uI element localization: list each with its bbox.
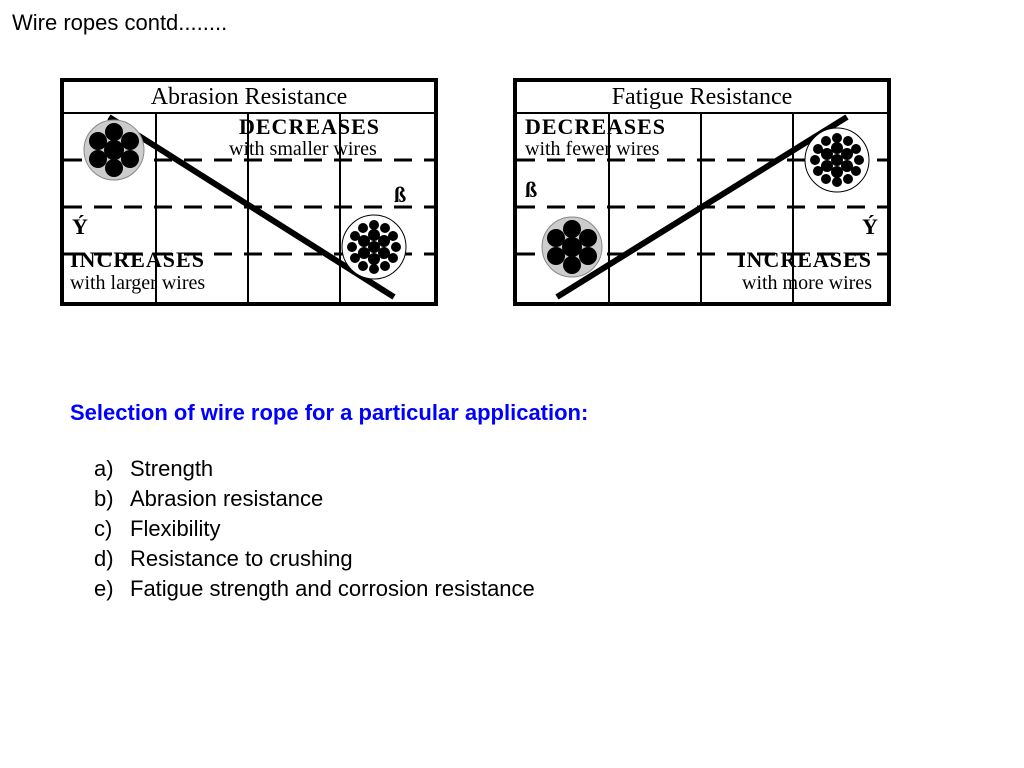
diagram-abrasion: Abrasion Resistance: [60, 78, 438, 306]
list-marker: c): [94, 514, 130, 544]
criteria-list: a)Strength b)Abrasion resistance c)Flexi…: [70, 454, 588, 604]
abrasion-symbol-left: Ý: [72, 214, 88, 240]
list-marker: a): [94, 454, 130, 484]
fatigue-increases-sub: with more wires: [742, 272, 872, 295]
fatigue-symbol-right: Ý: [862, 214, 878, 240]
diagrams-row: Abrasion Resistance: [60, 78, 891, 306]
abrasion-increases-label: INCREASES: [70, 247, 205, 273]
fatigue-symbol-left: ß: [525, 177, 537, 203]
list-item: d)Resistance to crushing: [70, 544, 588, 574]
list-text: Fatigue strength and corrosion resistanc…: [130, 576, 535, 601]
list-marker: e): [94, 574, 130, 604]
text-section: Selection of wire rope for a particular …: [70, 400, 588, 604]
diagram-fatigue: Fatigue Resistance: [513, 78, 891, 306]
page-title: Wire ropes contd........: [12, 10, 227, 36]
list-item: e)Fatigue strength and corrosion resista…: [70, 574, 588, 604]
list-marker: d): [94, 544, 130, 574]
section-heading: Selection of wire rope for a particular …: [70, 400, 588, 426]
list-marker: b): [94, 484, 130, 514]
list-item: c)Flexibility: [70, 514, 588, 544]
abrasion-decreases-sub: with smaller wires: [229, 138, 377, 161]
abrasion-increases-sub: with larger wires: [70, 272, 205, 295]
list-text: Strength: [130, 456, 213, 481]
list-item: b)Abrasion resistance: [70, 484, 588, 514]
list-text: Resistance to crushing: [130, 546, 353, 571]
list-text: Flexibility: [130, 516, 220, 541]
fatigue-increases-label: INCREASES: [737, 247, 872, 273]
list-item: a)Strength: [70, 454, 588, 484]
fatigue-decreases-label: DECREASES: [525, 114, 666, 140]
list-text: Abrasion resistance: [130, 486, 323, 511]
abrasion-decreases-label: DECREASES: [239, 114, 380, 140]
abrasion-symbol-right: ß: [394, 182, 406, 208]
fatigue-decreases-sub: with fewer wires: [525, 138, 659, 161]
